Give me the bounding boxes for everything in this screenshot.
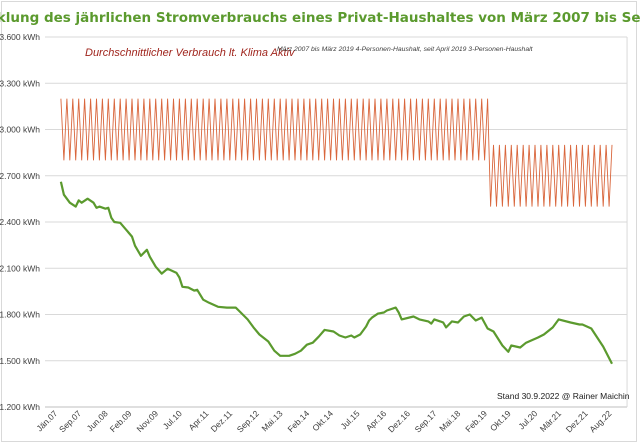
credit-text: Stand 30.9.2022 @ Rainer Maichin xyxy=(497,391,630,401)
x-tick-label: Feb.14 xyxy=(285,408,311,434)
y-tick-label: 2.700 kWh xyxy=(0,171,40,181)
consumption-series-line xyxy=(59,181,613,365)
x-tick-label: Jun.08 xyxy=(85,408,110,433)
x-tick-label: Sep.07 xyxy=(57,408,83,434)
x-tick-label: Okt.14 xyxy=(310,408,335,433)
chart-title: Entwicklung des jährlichen Stromverbrauc… xyxy=(0,10,640,26)
y-tick-label: 1.800 kWh xyxy=(0,310,40,320)
y-tick-label: 3.600 kWh xyxy=(0,32,40,42)
y-tick-label: 3.300 kWh xyxy=(0,78,40,88)
x-tick-label: Nov.09 xyxy=(134,408,160,434)
x-tick-label: Dez.21 xyxy=(564,408,590,434)
x-tick-label: Dez.11 xyxy=(209,408,235,434)
x-tick-label: Feb.09 xyxy=(108,408,134,434)
x-tick-label: Sep.12 xyxy=(235,408,261,434)
x-tick-label: Feb.19 xyxy=(463,408,489,434)
legend-label-reference: Durchschnittlicher Verbrauch lt. Klima A… xyxy=(85,47,296,59)
x-tick-label: Jul.10 xyxy=(161,408,184,431)
x-tick-label: Mär.21 xyxy=(538,408,564,434)
x-tick-label: Dez.16 xyxy=(386,408,412,434)
y-tick-label: 2.100 kWh xyxy=(0,263,40,273)
x-tick-label: Mai.18 xyxy=(437,408,462,433)
x-tick-label: Apr.16 xyxy=(364,408,389,433)
x-tick-label: Jul.15 xyxy=(339,408,362,431)
household-note: März 2007 bis März 2019 4-Personen-Haush… xyxy=(277,46,534,53)
y-tick-label: 1.500 kWh xyxy=(0,356,40,366)
y-tick-label: 3.000 kWh xyxy=(0,125,40,135)
x-tick-label: Apr.11 xyxy=(187,408,211,432)
x-tick-label: Okt.19 xyxy=(488,408,513,433)
x-tick-label: Aug.22 xyxy=(587,408,613,434)
y-tick-label: 2.400 kWh xyxy=(0,217,40,227)
x-tick-label: Sep.17 xyxy=(413,408,439,434)
y-tick-label: 1.200 kWh xyxy=(0,402,40,412)
reference-series-line xyxy=(60,98,613,207)
x-tick-label: Jul.20 xyxy=(516,408,539,431)
x-tick-label: Mai.13 xyxy=(259,408,284,433)
